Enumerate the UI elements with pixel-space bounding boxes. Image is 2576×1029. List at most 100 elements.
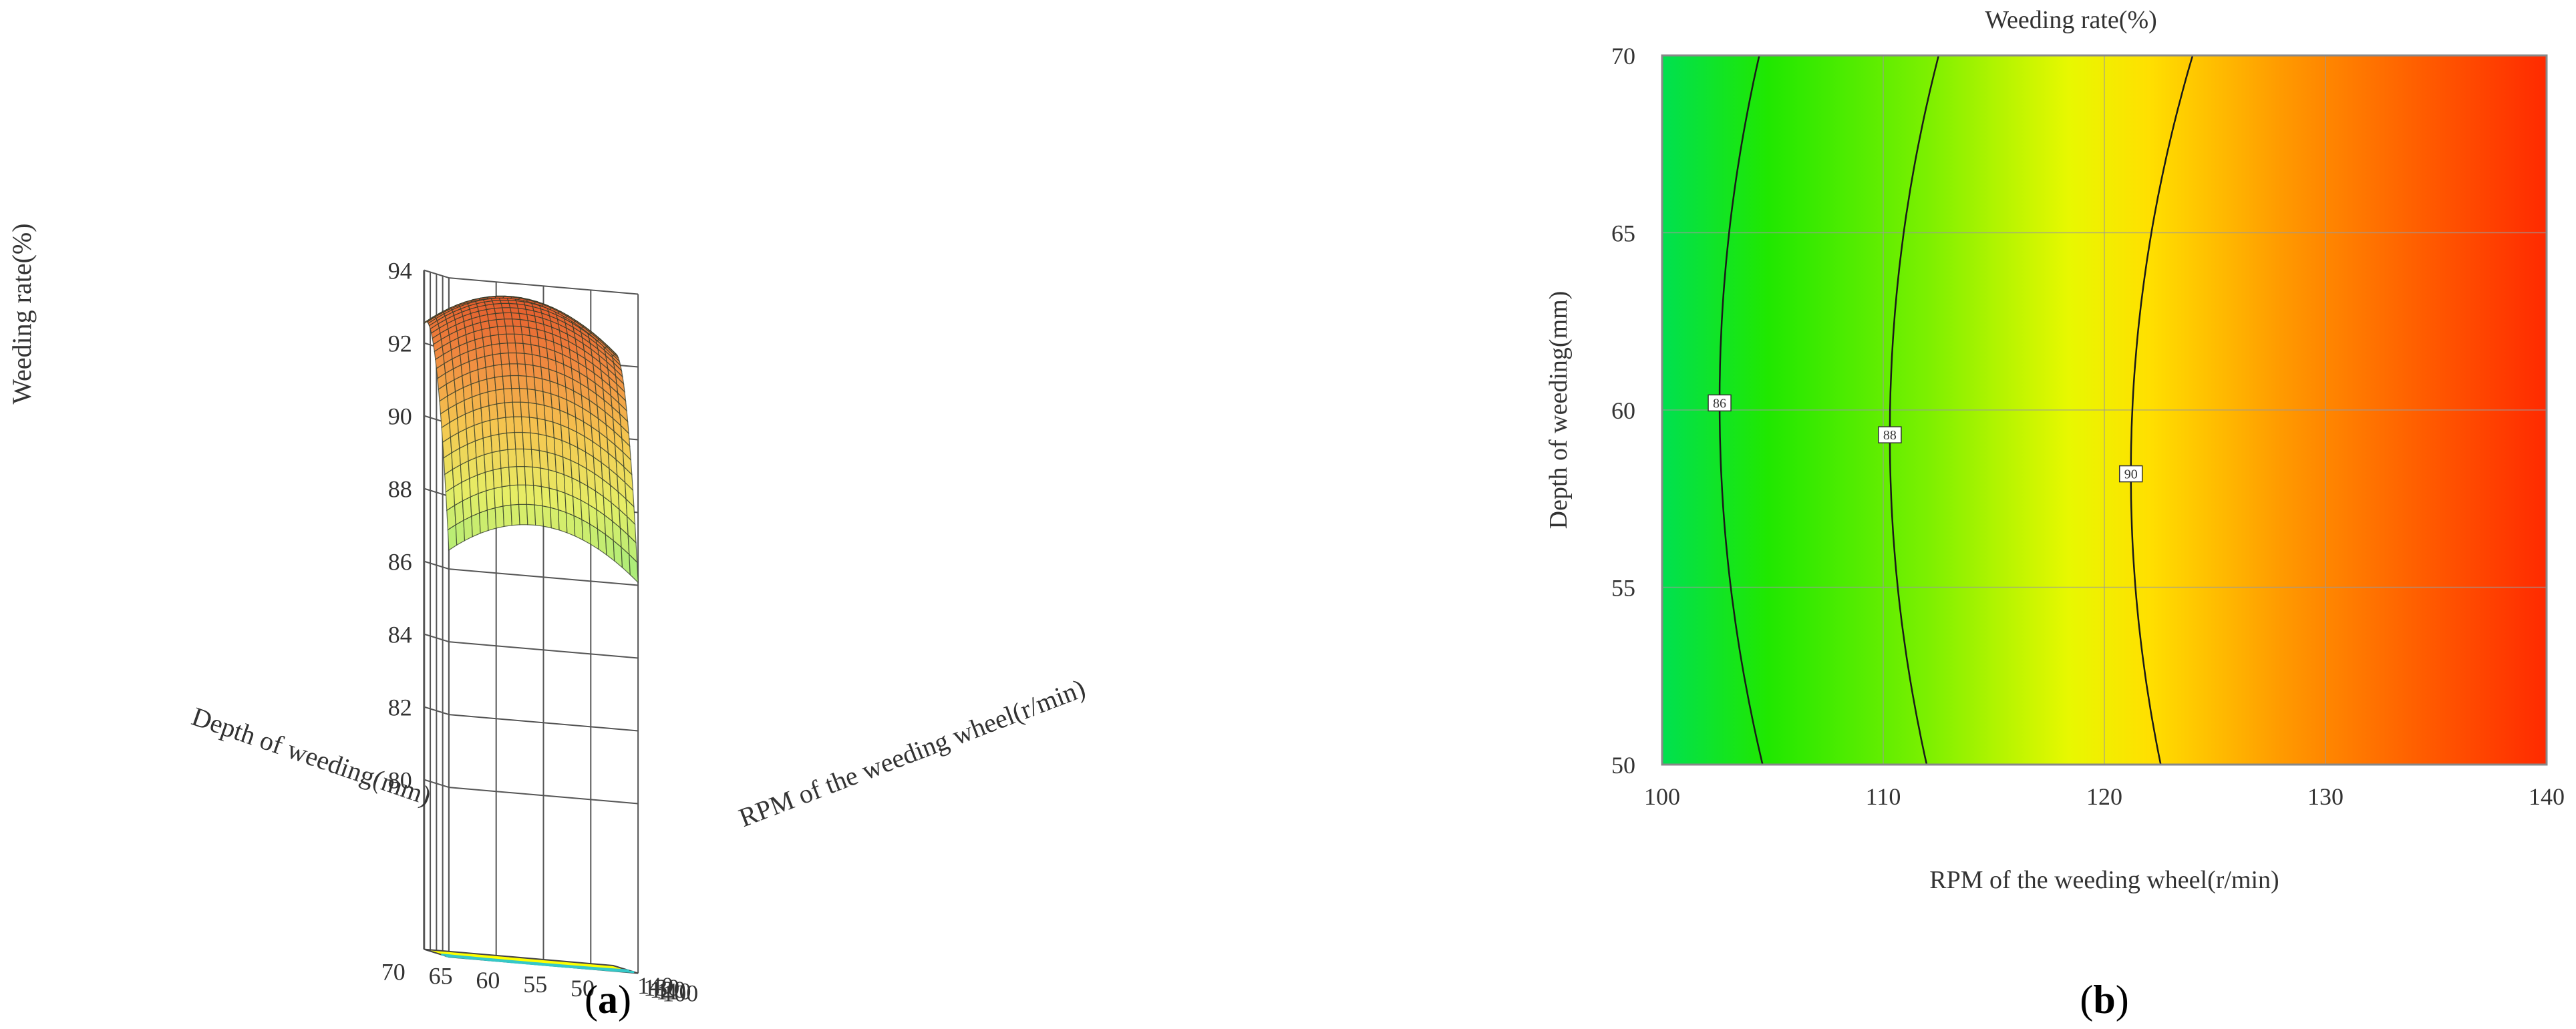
- surface-cell: [493, 364, 504, 378]
- surface-cell: [484, 451, 494, 473]
- contour-level-label: 90: [2124, 467, 2138, 482]
- surface-cell: [528, 402, 538, 419]
- surface-cell: [496, 319, 506, 327]
- surface-cell: [496, 402, 506, 419]
- contour-level-label: 86: [1713, 396, 1726, 411]
- depth-tick-label: 60: [476, 967, 500, 994]
- surface-cell: [504, 325, 515, 335]
- surface-cell: [502, 312, 513, 320]
- contour-line-88: [1889, 55, 1940, 765]
- z-tick-label: 82: [388, 694, 412, 721]
- surface-cell: [502, 296, 513, 299]
- surface-cell: [507, 448, 518, 468]
- surface-cell: [520, 401, 530, 418]
- surface-cell: [471, 512, 481, 538]
- surface-cell: [542, 505, 552, 529]
- surface-cell: [494, 505, 505, 529]
- wall-grid-line: [424, 779, 450, 789]
- surface-cell: [481, 419, 492, 439]
- z-tick-label: 88: [388, 476, 412, 503]
- wall-grid-line: [424, 487, 450, 497]
- z-tick-label: 92: [388, 331, 412, 357]
- surface-cell: [485, 365, 496, 380]
- surface-cell: [514, 333, 524, 345]
- surface-cell: [476, 471, 487, 494]
- depth-tick-label: 65: [429, 963, 453, 990]
- contour-x-tick-label: 100: [1644, 783, 1680, 810]
- contour-y-tick-label: 60: [1611, 397, 1635, 424]
- surface-cell: [491, 450, 502, 471]
- wall-grid-line: [448, 714, 639, 732]
- surface-cell: [540, 467, 550, 489]
- contour-tick-labels: 100 110 120 130 140 50 55 60 65 70: [1611, 43, 2565, 810]
- panel-b-caption: (b): [2080, 978, 2128, 1022]
- rpm-tick-label: 130: [643, 974, 679, 1001]
- surface-cell: [502, 504, 512, 528]
- contour-x-tick-label: 120: [2086, 783, 2122, 810]
- surface-cell: [499, 299, 510, 304]
- surface-cell: [480, 405, 491, 423]
- surface-cell: [478, 509, 489, 534]
- surface-cell: [488, 403, 498, 421]
- surface-cell: [526, 375, 536, 391]
- surface-cell: [495, 388, 506, 405]
- surface-cell: [469, 474, 479, 497]
- surface-cell: [497, 325, 507, 335]
- rpm-axis-label: RPM of the weeding wheel(r/min): [735, 673, 1090, 833]
- surface-cell: [476, 454, 486, 476]
- surface-cell: [491, 343, 501, 355]
- surface-tick-labels: 80 82 84 86 88 90 92 94 50 55 60 65 70 10011012013014…: [381, 258, 698, 1007]
- surface-cell: [490, 433, 500, 453]
- surface-cell: [497, 417, 508, 435]
- contour-y-tick-label: 70: [1611, 43, 1635, 69]
- z-tick-label: 84: [388, 622, 412, 648]
- surface-cell: [502, 307, 512, 314]
- surface-cell: [518, 503, 528, 526]
- surface-cell: [605, 346, 615, 357]
- contour-y-tick-label: 55: [1611, 575, 1635, 602]
- surface-cell: [526, 503, 536, 526]
- wall-grid-line: [448, 568, 639, 586]
- surface-cell: [486, 377, 496, 393]
- surface-cell: [510, 312, 521, 321]
- wall-grid-line: [424, 269, 450, 279]
- z-tick-label: 94: [388, 258, 412, 284]
- surface-cell: [512, 401, 522, 417]
- surface-cell: [506, 431, 516, 450]
- surface-cell: [504, 318, 514, 327]
- surface-cell: [502, 375, 512, 390]
- contour-x-axis-label: RPM of the weeding wheel(r/min): [1929, 866, 2279, 894]
- surface-cell: [508, 363, 519, 377]
- wall-grid-line: [424, 560, 450, 570]
- depth-tick-label: 50: [571, 975, 595, 1002]
- surface-cell: [493, 486, 504, 509]
- surface-cell: [498, 432, 508, 451]
- surface-cell: [486, 507, 497, 532]
- surface-cell: [500, 466, 510, 487]
- rpm-tick-label: 140: [637, 972, 673, 999]
- surface-cell: [514, 431, 524, 449]
- surface-cell: [487, 389, 498, 407]
- surface-cell: [516, 352, 526, 365]
- surface-cell: [501, 485, 512, 507]
- surface-cell: [525, 484, 535, 505]
- floor-contour-line: [441, 954, 629, 972]
- surface-cell: [511, 387, 521, 403]
- surface-cell: [510, 503, 520, 526]
- surface-cell: [489, 418, 500, 437]
- surface-cell: [518, 387, 529, 403]
- surface-cell: [534, 504, 544, 527]
- surface-cell: [532, 466, 542, 487]
- surface-cell: [516, 465, 526, 485]
- surface-cell: [506, 333, 516, 344]
- contour-y-axis-label: Depth of weeding(mm): [1545, 291, 1573, 530]
- contour-level-label: 88: [1883, 428, 1897, 443]
- surface-cell: [518, 375, 528, 389]
- surface-cell: [508, 465, 518, 486]
- rpm-tick-label: 110: [656, 978, 691, 1005]
- surface-cell: [484, 469, 495, 491]
- surface-cell: [503, 387, 513, 403]
- rpm-tick-label: 100: [662, 980, 698, 1007]
- surface-cell: [492, 467, 503, 489]
